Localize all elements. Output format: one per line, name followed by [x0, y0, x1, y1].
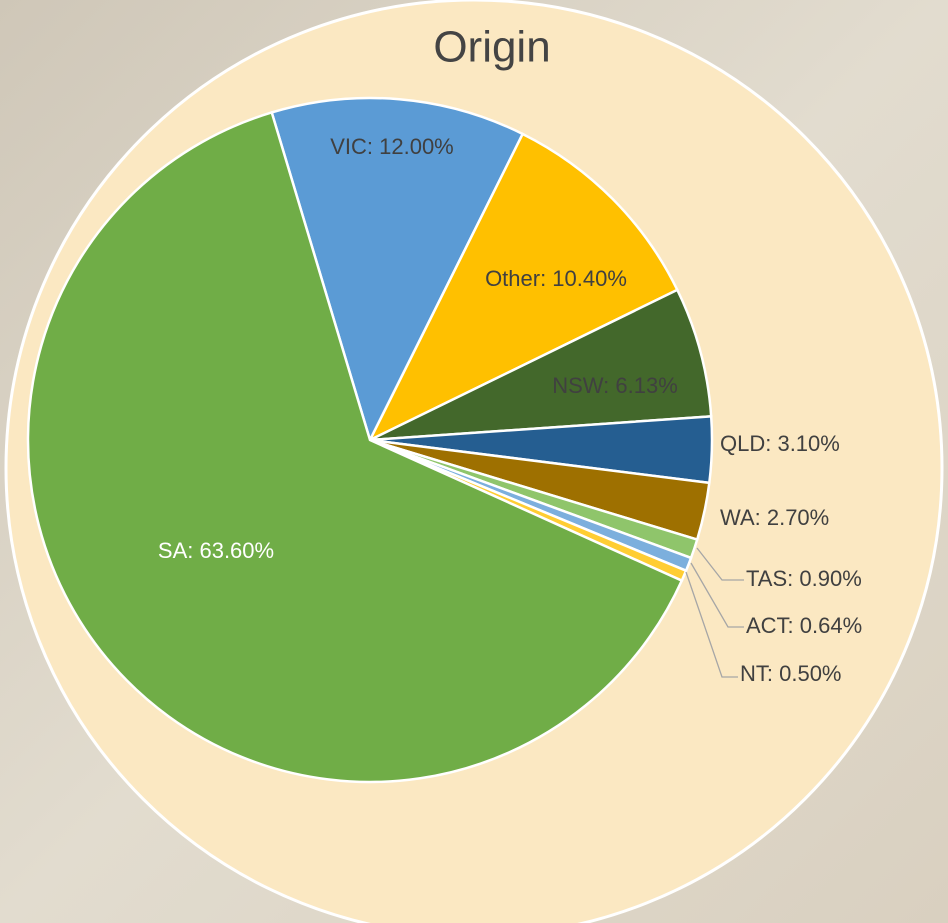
chart-title: Origin: [433, 23, 550, 72]
chart: Origin VIC: 12.00% Other: 10.40% NSW: 6.13…: [0, 0, 948, 923]
data-label: TAS: 0.90%: [746, 566, 862, 591]
data-label: SA: 63.60%: [158, 538, 274, 563]
data-label: NT: 0.50%: [740, 661, 842, 686]
data-label: WA: 2.70%: [720, 505, 829, 530]
data-label: ACT: 0.64%: [746, 613, 862, 638]
data-label: NSW: 6.13%: [552, 373, 678, 398]
data-label: Other: 10.40%: [485, 266, 627, 291]
data-label: VIC: 12.00%: [330, 134, 454, 159]
data-label: QLD: 3.10%: [720, 431, 840, 456]
